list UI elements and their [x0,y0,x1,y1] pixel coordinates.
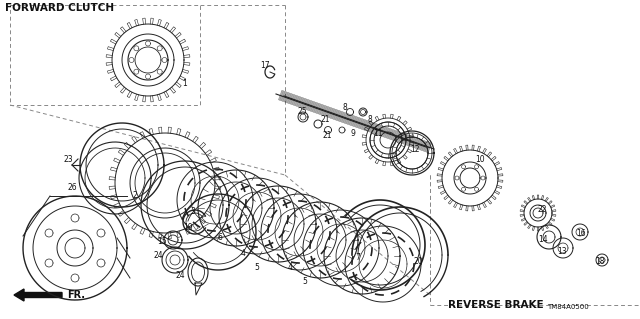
Text: 19: 19 [183,224,193,233]
Text: FORWARD CLUTCH: FORWARD CLUTCH [5,3,114,13]
Text: 14: 14 [538,235,548,244]
Text: 24: 24 [153,250,163,259]
Text: 4: 4 [287,263,292,272]
Text: 21: 21 [320,115,330,124]
Text: 5: 5 [303,278,307,286]
Text: 8: 8 [367,115,372,124]
Text: 24: 24 [175,271,185,279]
Text: 11: 11 [373,129,383,137]
Text: FR.: FR. [67,290,85,300]
Text: 6: 6 [218,233,223,241]
Text: 4: 4 [241,249,245,257]
Text: 15: 15 [157,238,167,247]
Text: 13: 13 [557,248,567,256]
Text: 3: 3 [191,207,195,217]
Text: 9: 9 [351,129,355,137]
Text: 7: 7 [356,253,360,262]
Text: 25: 25 [297,108,307,116]
Text: 20: 20 [413,257,423,266]
Text: 1: 1 [182,78,188,87]
Text: 10: 10 [475,155,485,165]
Text: 5: 5 [255,263,259,272]
Text: 22: 22 [537,205,547,214]
Text: TM84A0500: TM84A0500 [547,304,589,310]
Text: 8: 8 [342,102,348,112]
Text: 12: 12 [410,145,420,154]
Text: 26: 26 [67,183,77,192]
Text: 23: 23 [63,155,73,165]
Text: 18: 18 [595,257,605,266]
Text: REVERSE BRAKE: REVERSE BRAKE [448,300,543,310]
Text: 17: 17 [260,61,270,70]
Text: 16: 16 [576,228,586,238]
Text: 2: 2 [132,190,138,199]
FancyArrow shape [14,289,62,301]
Text: 21: 21 [323,130,332,139]
